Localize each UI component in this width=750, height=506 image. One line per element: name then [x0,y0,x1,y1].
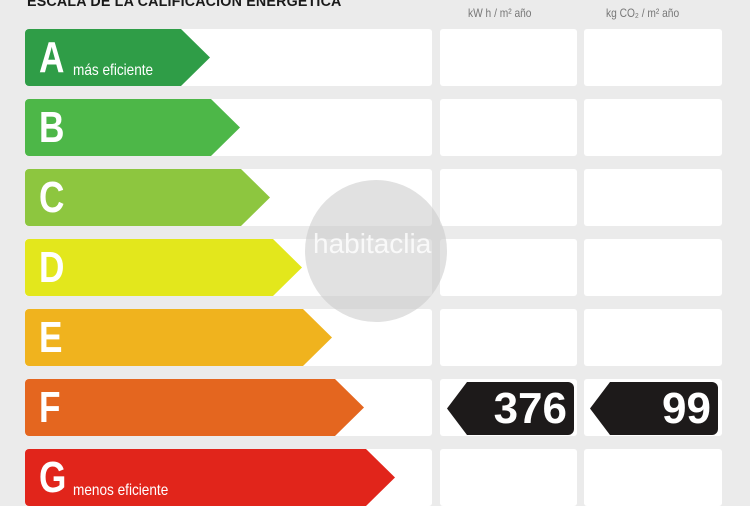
rating-letter: E [39,313,63,362]
rating-letter: A [39,33,65,82]
energy-cell [440,309,577,366]
energy-cell [440,449,577,506]
rating-arrow: F [25,379,364,436]
rating-letter: B [39,103,65,152]
rating-arrow: B [25,99,240,156]
rating-letter: C [39,173,65,222]
emissions-unit: kg CO₂ / m² año [606,6,680,20]
energy-cell [440,169,577,226]
emissions-cell [584,29,722,86]
rating-row-g: G menos eficiente [0,449,750,506]
scale-title: ESCALA DE LA CALIFICACIÓN ENERGÉTICA [27,0,342,10]
rating-row-b: B [0,99,750,156]
rating-row-e: E [0,309,750,366]
emissions-cell [584,449,722,506]
rating-letter: D [39,243,65,292]
emissions-value-badge: 99 [590,382,718,435]
emissions-cell [584,169,722,226]
rating-letter: G [39,453,67,502]
energy-unit: kW h / m² año [468,6,532,20]
rating-arrow: D [25,239,302,296]
energy-cell [440,29,577,86]
rating-row-a: A más eficiente [0,29,750,86]
rating-arrow: A más eficiente [25,29,210,86]
rating-arrow: E [25,309,332,366]
rating-arrow: G menos eficiente [25,449,395,506]
watermark-logo: habitaclia [305,180,447,322]
rating-label: menos eficiente [73,482,169,499]
emissions-cell [584,239,722,296]
emissions-cell [584,99,722,156]
rating-row-f: F 376 99 [0,379,750,436]
rating-letter: F [39,383,61,432]
rating-label: más eficiente [73,62,154,79]
energy-cell [440,239,577,296]
emissions-cell [584,309,722,366]
energy-value-badge: 376 [447,382,574,435]
rating-arrow: C [25,169,270,226]
energy-cell [440,99,577,156]
